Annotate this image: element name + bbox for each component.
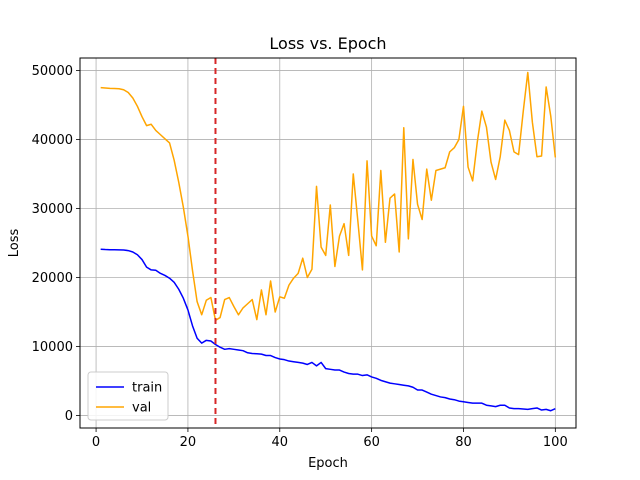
y-tick-label: 30000: [32, 202, 73, 217]
y-tick-label: 10000: [32, 340, 73, 355]
x-axis-label: Epoch: [308, 456, 348, 471]
y-tick-label: 0: [65, 409, 73, 424]
x-tick-label: 60: [363, 435, 380, 450]
plot-area: [100, 58, 557, 428]
x-tick-label: 40: [272, 435, 289, 450]
x-tick-label: 20: [180, 435, 197, 450]
chart-title: Loss vs. Epoch: [269, 34, 386, 53]
axis-ticks: 0 20 40 60 80 100 0 10000 20000 30000 40000 50000: [32, 64, 568, 450]
y-tick-label: 40000: [32, 133, 73, 148]
x-tick-label: 80: [455, 435, 472, 450]
legend-label-val: val: [132, 401, 151, 416]
series-line-val: [100, 71, 557, 322]
legend-box: [87, 371, 169, 421]
y-tick-label: 50000: [32, 64, 73, 79]
y-tick-label: 20000: [32, 271, 73, 286]
x-tick-label: 0: [92, 435, 100, 450]
x-tick-label: 100: [543, 435, 568, 450]
series-line-train: [100, 248, 556, 412]
y-axis-label: Loss: [7, 229, 22, 258]
axes-frame: [79, 57, 577, 429]
grid: [80, 58, 576, 428]
legend: train val: [87, 371, 169, 421]
legend-label-train: train: [132, 381, 162, 396]
